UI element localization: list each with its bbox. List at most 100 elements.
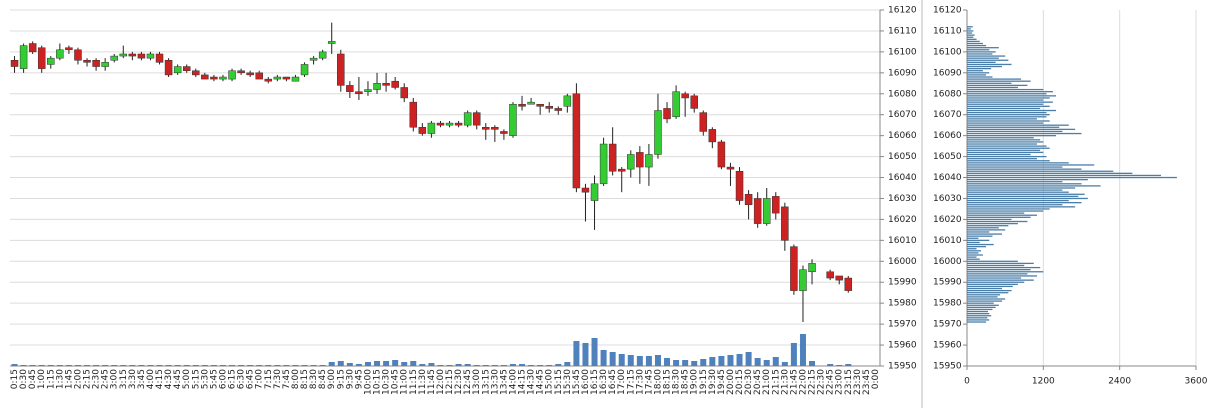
volume-bar [310,365,317,366]
volume-bar [229,365,236,366]
profile-bar [967,70,983,72]
volume-bar [419,364,426,366]
volume-bar [636,356,643,366]
volume-bar [265,365,272,366]
profile-bar [967,273,1028,275]
profile-bar [967,197,1088,200]
candle-body [436,122,445,126]
candle-body [291,76,300,82]
volume-bar [283,365,290,366]
candle-body [173,66,182,74]
x-tick-label: 14:15 [518,369,528,395]
candle-body [346,85,354,92]
x-tick-label: 1:00 [37,369,47,389]
x-tick-label: 21:30 [780,369,790,395]
y-tick-label: 15980 [888,299,917,309]
candle-body [826,271,834,279]
volume-bar [192,365,199,366]
x-tick-label: 17:00 [617,369,627,395]
volume-bar [446,365,453,366]
profile-bar [967,306,996,309]
y-tick-label: 15950 [888,362,917,372]
y-tick-label: 16010 [888,236,917,246]
profile-bar [967,124,1069,126]
volume-bar [138,365,145,366]
x-tick-label: 6:45 [246,369,256,389]
x-tick-label: 13:00 [472,369,482,395]
volume-bar [700,359,707,366]
profile-bar [967,105,1050,107]
x-tick-label: 23:30 [853,369,863,395]
x-tick-label: 4:30 [164,369,174,389]
x-tick-label: 0:45 [28,369,38,389]
profile-bar [967,153,1031,156]
profile-bar [967,218,1012,221]
x-tick-label: 15:45 [572,369,582,395]
x-tick-label: 9:15 [336,369,346,389]
profile-bar [967,214,1037,216]
x-tick-label: 4:00 [146,369,156,389]
profile-bar [967,95,1057,97]
x-tick-label: 16:30 [599,369,609,395]
profile-bar [967,28,971,30]
volume-bar [582,343,589,366]
x-tick-label: 0:15 [10,369,20,389]
x-tick-label: 5:00 [182,369,192,389]
volume-bar [736,354,743,366]
x-tick-label: 17:30 [635,369,645,395]
profile-bar [967,206,1076,208]
profile-bar [967,99,1044,101]
profile-bar [967,109,1057,112]
volume-bar [201,365,208,366]
x-tick-label: 17:45 [644,369,654,395]
profile-bar [967,128,1076,131]
x-tick-label: 15:15 [554,369,564,395]
profile-bar [967,151,1044,154]
candle-body [427,122,436,134]
candle-body [500,131,508,134]
x-tick-label: 2:15 [83,369,93,389]
y-tick-label: 16030 [933,194,962,204]
candle-body [201,74,209,80]
profile-bar [967,220,1028,223]
candle-body [47,57,55,65]
candle-body [581,187,590,193]
candle-body [726,166,735,170]
candle-body [654,110,662,155]
x-tick-label: 2:00 [73,369,83,389]
candle-body [37,47,46,69]
volume-bar [319,365,326,366]
profile-bar [967,285,1013,288]
candle-body [472,112,481,126]
x-tick-label: 5:30 [200,369,210,389]
volume-bar [718,356,725,366]
profile-bar [967,143,1037,145]
y-tick-label: 16030 [888,194,917,204]
profile-bar [967,97,1050,99]
volume-bar [65,365,72,366]
profile-bar [967,34,975,36]
x-tick-label: 16:15 [590,369,600,395]
profile-bar [967,30,974,32]
profile-bar [967,183,1082,185]
profile-bar [967,187,1076,189]
profile-bar [967,254,983,256]
volume-bar [292,365,299,366]
volume-bar [383,361,390,366]
profile-bar [967,212,1025,214]
volume-bar [790,343,797,366]
volume-bar [682,360,689,366]
profile-bar [967,36,974,38]
x-tick-label: 15:00 [545,369,555,395]
volume-bar [20,365,27,366]
candle-body [599,143,608,185]
profile-bar [967,199,1069,202]
candle-body [563,95,572,107]
profile-bar [967,118,1037,120]
candle-body [572,93,581,189]
x-tick-label: 16:45 [608,369,618,395]
candle-body [409,101,418,128]
candle-body [327,41,336,44]
candle-body [536,103,544,107]
profile-bar [967,120,1050,122]
